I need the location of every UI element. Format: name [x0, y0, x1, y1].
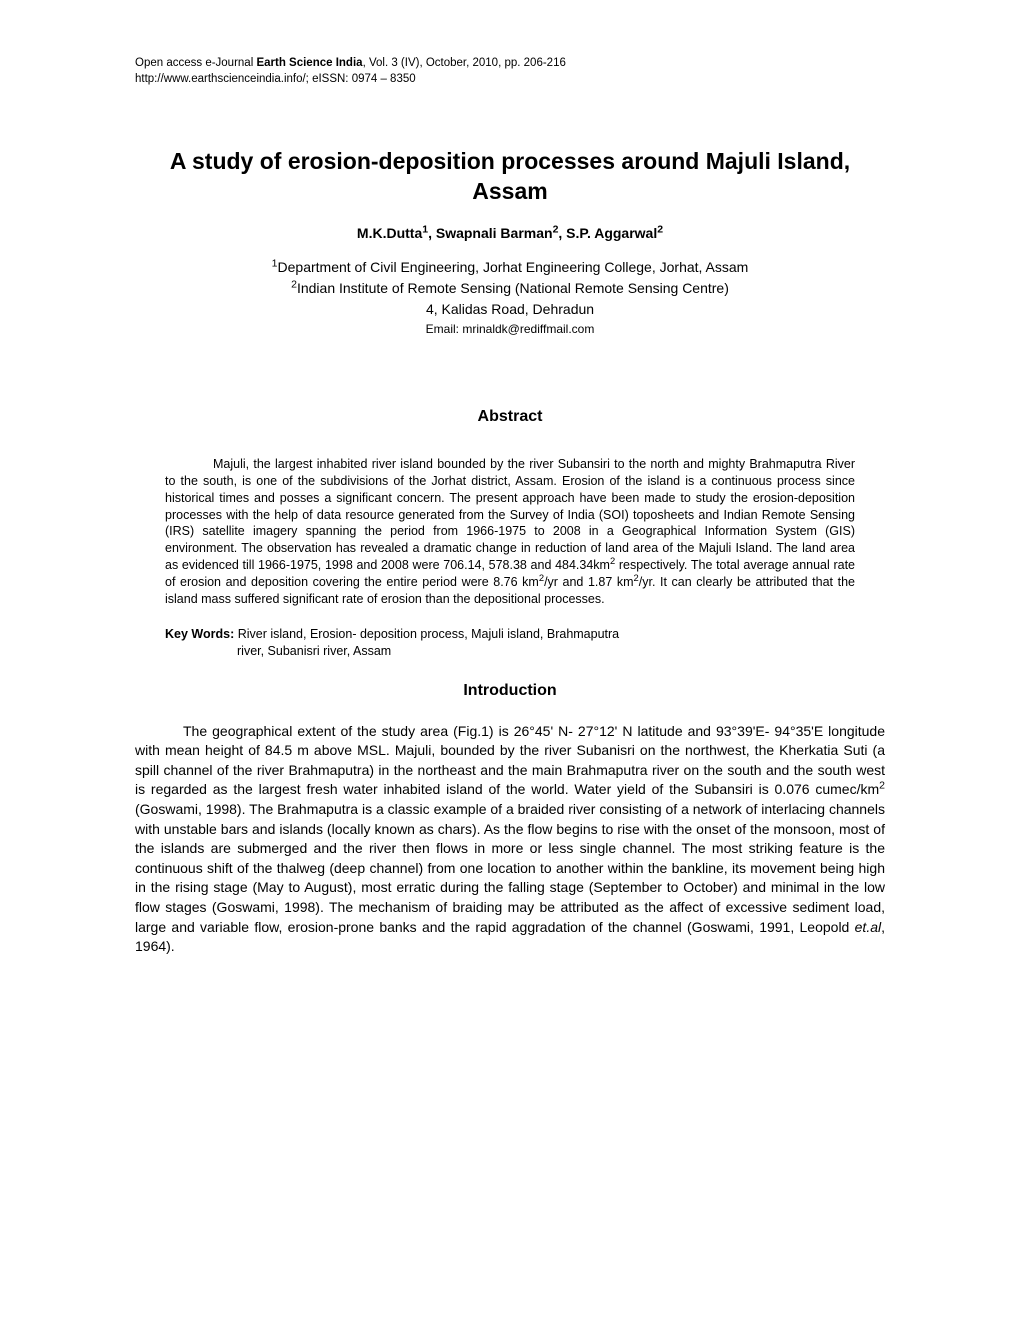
journal-name: Earth Science India [256, 57, 362, 69]
affiliation-line2: 2Indian Institute of Remote Sensing (Nat… [135, 278, 885, 299]
affiliations: 1Department of Civil Engineering, Jorhat… [135, 257, 885, 320]
contact-email: Email: mrinaldk@rediffmail.com [135, 322, 885, 336]
keywords-label: Key Words: [165, 627, 238, 641]
introduction-body: The geographical extent of the study are… [135, 722, 885, 957]
paper-title: A study of erosion-deposition processes … [135, 147, 885, 207]
journal-header-line1: Open access e-Journal Earth Science Indi… [135, 55, 885, 71]
authors: M.K.Dutta1, Swapnali Barman2, S.P. Aggar… [135, 225, 885, 241]
affiliation-line1: 1Department of Civil Engineering, Jorhat… [135, 257, 885, 278]
journal-header-line2: http://www.earthscienceindia.info/; eISS… [135, 71, 885, 87]
keywords-line2: river, Subanisri river, Assam [165, 643, 855, 660]
keywords: Key Words: River island, Erosion- deposi… [135, 626, 885, 660]
header-prefix: Open access e-Journal [135, 57, 256, 69]
introduction-heading: Introduction [135, 682, 885, 700]
header-suffix: , Vol. 3 (IV), October, 2010, pp. 206-21… [363, 57, 566, 69]
affiliation-line3: 4, Kalidas Road, Dehradun [135, 299, 885, 320]
abstract-body: Majuli, the largest inhabited river isla… [135, 456, 885, 608]
abstract-heading: Abstract [135, 408, 885, 426]
keywords-line1: River island, Erosion- deposition proces… [238, 627, 619, 641]
